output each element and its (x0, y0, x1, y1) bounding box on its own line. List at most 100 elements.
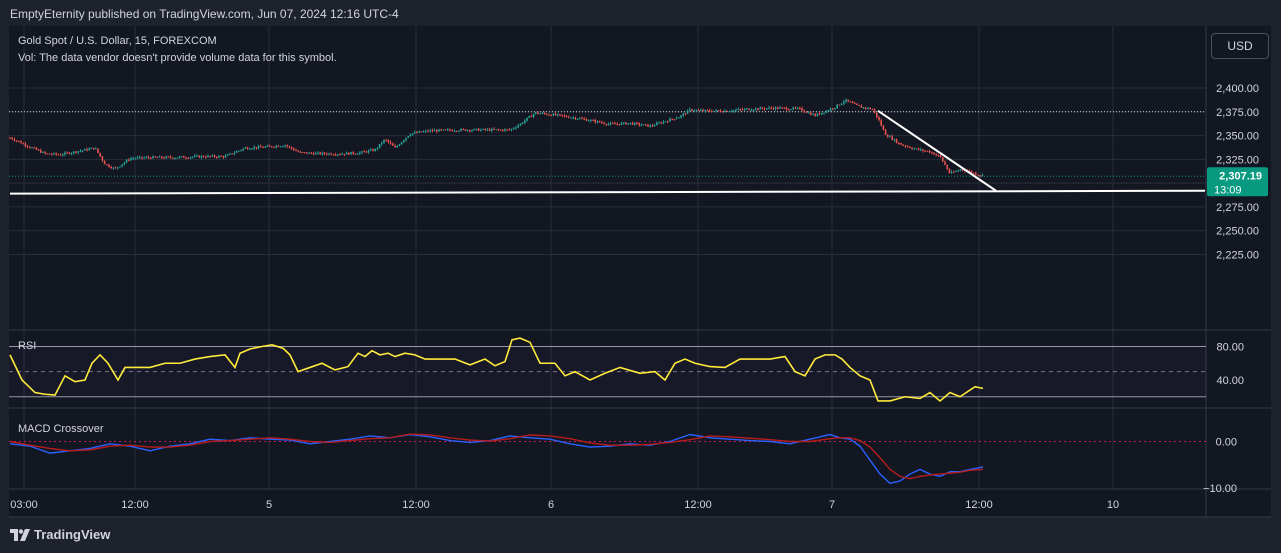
tradingview-brand[interactable]: TradingView (10, 527, 110, 542)
candle-body (570, 117, 572, 119)
candle-body (394, 145, 396, 148)
candle-body (275, 145, 277, 148)
candle-body (169, 156, 172, 158)
candle-body (667, 121, 669, 123)
trendline (9, 189, 1206, 195)
candle-body (904, 145, 907, 147)
volume-note: Vol: The data vendor doesn't provide vol… (18, 52, 337, 64)
symbol-legend[interactable]: Gold Spot / U.S. Dollar, 15, FOREXCOM (18, 35, 217, 47)
candle-body (315, 152, 317, 155)
candle-body (948, 169, 951, 173)
candle-body (623, 122, 625, 124)
candle-body (777, 107, 779, 109)
candle-body (75, 151, 77, 153)
candle-body (739, 109, 742, 111)
candle-body (106, 164, 108, 166)
candle-body (220, 155, 222, 157)
candle-body (145, 157, 148, 159)
candle-body (917, 148, 920, 150)
candle-body (574, 117, 577, 120)
candle-body (425, 130, 427, 132)
candle-body (827, 110, 830, 112)
candle-body (768, 107, 770, 109)
candle-body (865, 107, 867, 109)
candle-body (108, 164, 110, 167)
candle-body (246, 147, 249, 149)
candle-body (156, 157, 159, 159)
candle-body (418, 131, 420, 133)
candle-body (684, 113, 687, 115)
candle-body (352, 152, 354, 154)
candle-body (678, 117, 680, 119)
candle-body (587, 120, 590, 122)
candle-body (977, 174, 979, 176)
candle-body (62, 154, 64, 156)
candle-body (975, 172, 977, 175)
candle-body (722, 111, 724, 113)
bar-countdown: 13:09 (1214, 184, 1242, 196)
candle-body (790, 109, 792, 111)
candle-body (686, 110, 689, 114)
candle-body (557, 114, 559, 116)
candle-body (84, 148, 86, 151)
candle-body (737, 109, 739, 111)
rsi-line (9, 337, 984, 402)
candle-body (838, 104, 841, 106)
candle-body (759, 107, 761, 110)
candle-body (176, 157, 178, 159)
candle-body (913, 148, 915, 150)
candle-body (909, 146, 911, 148)
candle-body (198, 155, 200, 158)
macd-label[interactable]: MACD Crossover (18, 423, 104, 435)
candle-body (651, 125, 654, 127)
candle-body (330, 153, 332, 155)
candle-body (541, 112, 544, 114)
candle-body (341, 153, 343, 155)
candle-body (372, 149, 374, 151)
candle-body (486, 129, 489, 131)
candle-body (90, 147, 93, 149)
candle-body (101, 156, 104, 161)
candle-body (165, 156, 167, 159)
candle-body (867, 107, 869, 109)
candle-body (260, 146, 262, 148)
grid (9, 26, 1271, 518)
candle-body (99, 152, 101, 157)
candle-body (825, 110, 827, 113)
candle-body (365, 151, 368, 153)
tradingview-logo-icon (10, 528, 30, 541)
candle-body (576, 118, 579, 120)
candle-body (847, 99, 849, 102)
candle-body (187, 157, 189, 159)
candle-body (436, 130, 438, 132)
candle-body (796, 107, 799, 109)
candle-body (891, 136, 893, 140)
candle-body (959, 169, 962, 171)
candle-body (898, 142, 900, 144)
candle-body (752, 109, 755, 111)
candle-body (568, 116, 570, 118)
candle-body (653, 125, 656, 127)
macd-pane (9, 433, 1206, 485)
candle-body (469, 130, 471, 132)
candle-body (222, 156, 225, 158)
candle-body (343, 153, 346, 155)
candle-body (345, 152, 348, 155)
candle-body (682, 113, 684, 116)
x-tick-label: 10 (1107, 499, 1119, 511)
rsi-label[interactable]: RSI (18, 340, 37, 352)
candle-body (383, 139, 385, 144)
candle-body (196, 155, 198, 157)
candle-body (972, 172, 975, 174)
candle-body (691, 109, 693, 111)
candle-body (13, 139, 16, 141)
currency-button[interactable]: USD (1211, 33, 1269, 59)
candle-body (911, 147, 913, 149)
candle-body (607, 123, 610, 125)
candle-body (922, 149, 924, 151)
candle-body (326, 153, 328, 155)
y-tick-label: 2,325.00 (1216, 154, 1259, 166)
candle-body (139, 156, 141, 158)
candle-body (339, 154, 341, 156)
